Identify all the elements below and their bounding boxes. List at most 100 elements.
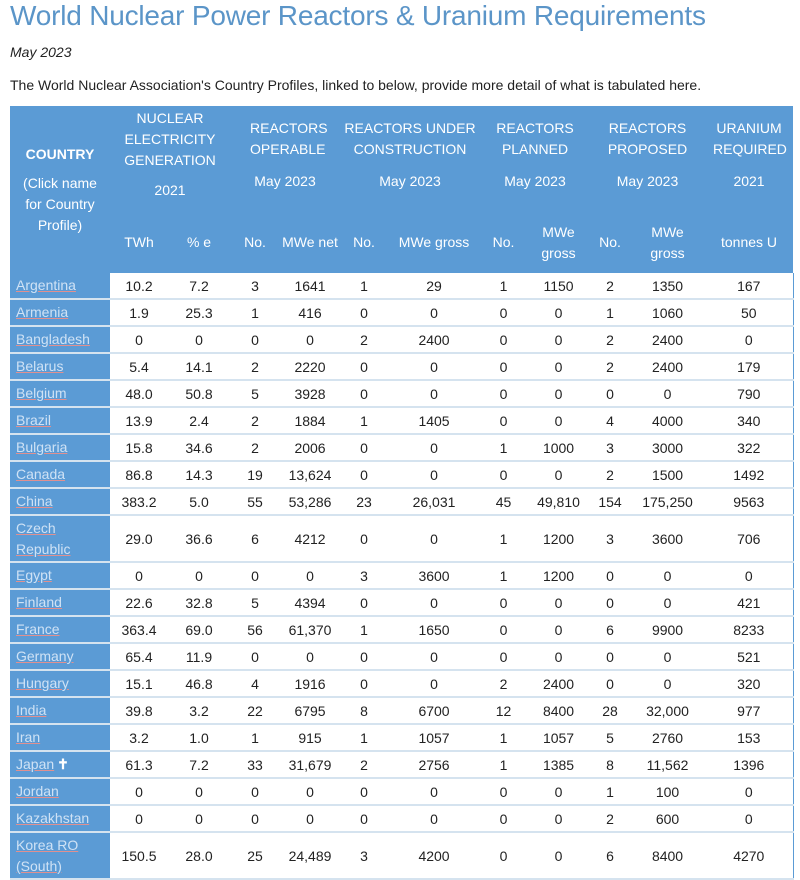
table-row: Armenia 1.9 25.3 1 416 0 0 0 0 1 1060 50	[10, 299, 794, 327]
country-link[interactable]: Bangladesh	[16, 331, 90, 347]
value-cell: 3.2	[168, 697, 231, 725]
table-row: Bangladesh 0 0 0 0 2 2400 0 0 2 2400 0	[10, 326, 794, 354]
country-cell: China	[10, 488, 110, 516]
table-row: India 39.8 3.2 22 6795 8 6700 12 8400 28 32,000 977	[10, 697, 794, 725]
group-header: REACTORS PLANNED May 2023	[480, 106, 591, 212]
value-cell: 2	[230, 353, 281, 381]
group-header: REACTORS OPERABLE May 2023	[230, 106, 341, 212]
group-date: May 2023	[254, 173, 316, 189]
table-row: China 383.2 5.0 55 53,286 23 26,031 45 49,810 154…	[10, 488, 794, 516]
country-link[interactable]: Belgium	[16, 385, 67, 401]
value-cell: 0	[480, 326, 528, 354]
country-link[interactable]: Kazakhstan	[16, 810, 90, 826]
country-link[interactable]: Egypt	[16, 567, 52, 583]
value-cell: 46.8	[168, 670, 231, 698]
value-cell: 2.4	[168, 407, 231, 435]
value-cell: 416	[280, 299, 341, 327]
country-link[interactable]: China	[16, 493, 53, 509]
country-link[interactable]: India	[16, 702, 47, 718]
table-row: France 363.4 69.0 56 61,370 1 1650 0 0 6 9900 8233	[10, 616, 794, 644]
table-row: Egypt 0 0 0 0 3 3600 1 1200 0 0 0	[10, 562, 794, 590]
value-cell: 0	[527, 326, 591, 354]
value-cell: 0	[168, 805, 231, 833]
country-link[interactable]: Belarus	[16, 358, 64, 374]
value-cell: 0	[630, 589, 706, 617]
country-link[interactable]: Hungary	[16, 675, 69, 691]
group-date: May 2023	[616, 173, 679, 189]
country-link[interactable]: Canada	[16, 466, 66, 482]
value-cell: 2400	[630, 353, 706, 381]
column-header: MWe gross	[388, 212, 481, 273]
value-cell: 1	[340, 407, 389, 435]
value-cell: 0	[480, 407, 528, 435]
value-cell: 1150	[527, 273, 591, 300]
country-link[interactable]: Iran	[16, 729, 41, 745]
country-link[interactable]: Japan	[16, 756, 55, 772]
country-cell: Japan ✝	[10, 751, 110, 779]
country-cell: Jordan	[10, 778, 110, 806]
value-cell: 0	[590, 670, 631, 698]
value-cell: 167	[705, 273, 794, 300]
value-cell: 2	[480, 670, 528, 698]
value-cell: 3000	[630, 434, 706, 462]
table-row: Iran 3.2 1.0 1 915 1 1057 1 1057 5 2760 153	[10, 724, 794, 752]
value-cell: 28	[590, 697, 631, 725]
value-cell: 1	[340, 616, 389, 644]
value-cell: 5.4	[110, 353, 168, 381]
value-cell: 0	[527, 778, 591, 806]
value-cell: 0	[630, 643, 706, 671]
value-cell: 32.8	[168, 589, 231, 617]
value-cell: 0	[388, 778, 481, 806]
value-cell: 0	[280, 326, 341, 354]
value-cell: 1	[480, 562, 528, 590]
value-cell: 4	[590, 407, 631, 435]
group-date: May 2023	[504, 173, 566, 189]
value-cell: 0	[630, 562, 706, 590]
value-cell: 4200	[388, 832, 481, 880]
value-cell: 1	[480, 273, 528, 300]
value-cell: 2	[230, 407, 281, 435]
value-cell: 1396	[705, 751, 794, 779]
value-cell: 0	[630, 670, 706, 698]
country-header-title: COUNTRY	[25, 145, 95, 162]
value-cell: 0	[527, 616, 591, 644]
country-link[interactable]: Finland	[16, 594, 62, 610]
country-link[interactable]: Korea RO (South)	[16, 836, 79, 874]
value-cell: 6795	[280, 697, 341, 725]
column-header: TWh	[110, 212, 168, 273]
table-row: Germany 65.4 11.9 0 0 0 0 0 0 0 0 521	[10, 643, 794, 671]
value-cell: 1	[340, 724, 389, 752]
value-cell: 790	[705, 380, 794, 408]
value-cell: 1492	[705, 461, 794, 489]
value-cell: 13.9	[110, 407, 168, 435]
value-cell: 6	[590, 832, 631, 880]
value-cell: 153	[705, 724, 794, 752]
country-cell: Finland	[10, 589, 110, 617]
value-cell: 706	[705, 515, 794, 563]
value-cell: 0	[168, 326, 231, 354]
country-link[interactable]: Czech Republic	[16, 519, 71, 557]
country-link[interactable]: France	[16, 621, 60, 637]
value-cell: 0	[110, 562, 168, 590]
value-cell: 22.6	[110, 589, 168, 617]
country-link[interactable]: Armenia	[16, 304, 69, 320]
value-cell: 29	[388, 273, 481, 300]
value-cell: 977	[705, 697, 794, 725]
value-cell: 0	[340, 643, 389, 671]
value-cell: 4394	[280, 589, 341, 617]
value-cell: 36.6	[168, 515, 231, 563]
country-link[interactable]: Argentina	[16, 277, 76, 293]
group-header: URANIUM REQUIRED 2021	[705, 106, 794, 212]
value-cell: 1200	[527, 515, 591, 563]
value-cell: 0	[480, 832, 528, 880]
country-link[interactable]: Brazil	[16, 412, 52, 428]
value-cell: 9900	[630, 616, 706, 644]
column-header: % e	[168, 212, 231, 273]
value-cell: 8	[340, 697, 389, 725]
country-link[interactable]: Bulgaria	[16, 439, 68, 455]
country-cell: Brazil	[10, 407, 110, 435]
column-header: MWe net	[280, 212, 341, 273]
country-cell: Belgium	[10, 380, 110, 408]
country-link[interactable]: Jordan	[16, 783, 59, 799]
country-link[interactable]: Germany	[16, 648, 74, 664]
